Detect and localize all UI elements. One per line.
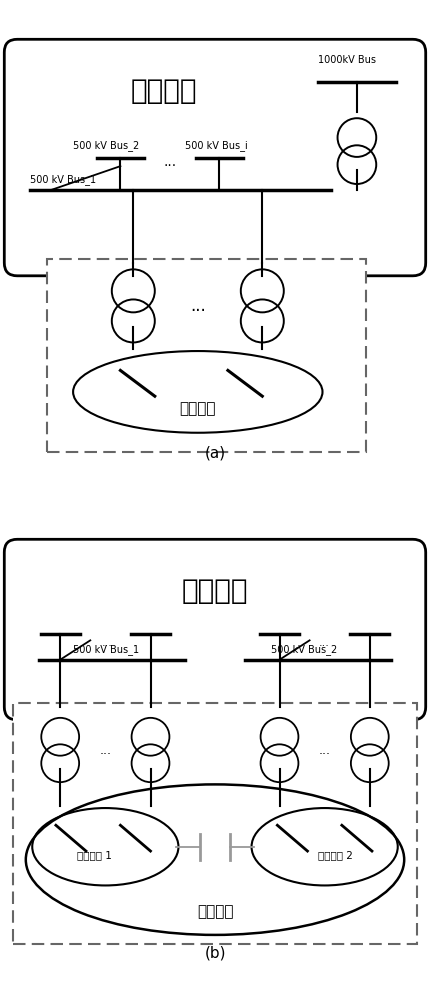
Text: 主干网架: 主干网架 <box>182 577 248 605</box>
Text: ...: ... <box>319 638 330 648</box>
Text: ...: ... <box>102 638 113 648</box>
Text: 低压网络 2: 低压网络 2 <box>318 850 353 860</box>
Text: 低压网络 1: 低压网络 1 <box>77 850 112 860</box>
Text: 500 kV Bus_2: 500 kV Bus_2 <box>271 644 337 655</box>
FancyBboxPatch shape <box>4 539 426 720</box>
Text: 500 kV Bus_1: 500 kV Bus_1 <box>73 644 139 655</box>
Text: 500 kV Bus_2: 500 kV Bus_2 <box>73 140 139 151</box>
Text: 主干网架: 主干网架 <box>130 77 197 105</box>
Text: 低压网络: 低压网络 <box>197 904 233 919</box>
Text: ...: ... <box>99 744 111 757</box>
Text: (a): (a) <box>204 446 226 461</box>
Text: (b): (b) <box>204 946 226 961</box>
FancyBboxPatch shape <box>47 259 366 452</box>
Text: ...: ... <box>319 744 331 757</box>
FancyBboxPatch shape <box>13 703 417 944</box>
Text: 500 kV Bus_1: 500 kV Bus_1 <box>30 174 96 185</box>
Text: 500 kV Bus_i: 500 kV Bus_i <box>185 140 248 151</box>
FancyBboxPatch shape <box>4 39 426 276</box>
Text: ...: ... <box>190 297 206 315</box>
Text: 1000kV Bus: 1000kV Bus <box>318 55 376 65</box>
Text: 低压网络: 低压网络 <box>180 402 216 417</box>
Text: ...: ... <box>163 155 176 169</box>
